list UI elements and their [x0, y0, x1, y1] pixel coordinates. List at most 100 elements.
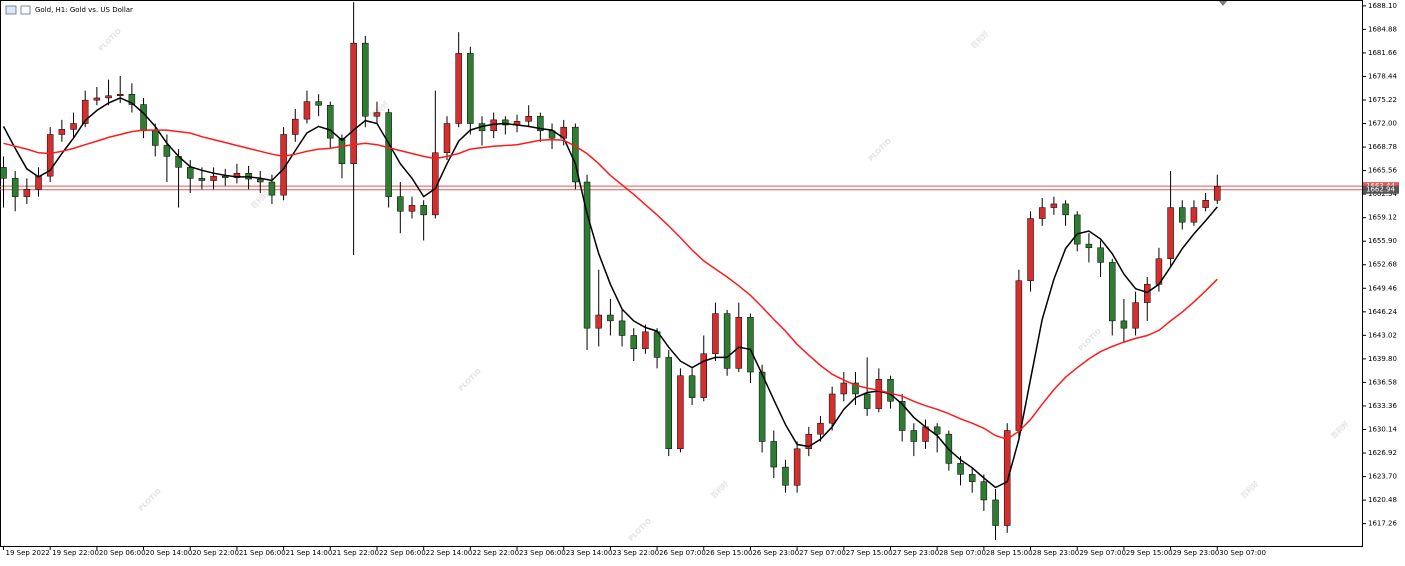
candle-body: [408, 205, 416, 212]
candle-body: [292, 118, 299, 135]
candle-body: [583, 181, 591, 329]
x-tick-label: 20 Sep 22:00: [192, 549, 239, 557]
x-tick-label: 21 Sep 22:00: [332, 549, 379, 557]
candle-body: [642, 331, 649, 349]
candle-body: [618, 320, 626, 336]
y-tick-label: 1684.88: [1368, 25, 1397, 33]
candle-body: [70, 123, 77, 130]
y-tick-label: 1649.46: [1368, 284, 1397, 292]
candle-body: [630, 335, 637, 349]
candle-body: [198, 178, 206, 181]
candle-body: [128, 94, 136, 105]
x-tick-label: 28 Sep 23:00: [1033, 549, 1080, 557]
y-tick-label: 1681.66: [1368, 49, 1397, 57]
shift-marker: [1219, 1, 1227, 6]
candle-body: [1097, 247, 1104, 263]
y-tick-label: 1646.24: [1368, 308, 1397, 316]
candle-body: [525, 115, 532, 122]
candle-body: [1144, 284, 1151, 303]
candle-body: [140, 104, 147, 132]
x-tick-label: 19 Sep 22:00: [52, 549, 99, 557]
candle-body: [980, 481, 988, 501]
candle-body: [362, 42, 369, 117]
candle-body: [455, 53, 462, 124]
candle-body: [653, 331, 661, 358]
candle-body: [11, 178, 19, 197]
candle-body: [805, 433, 813, 450]
y-tick-label: 1655.90: [1368, 237, 1397, 245]
candle-body: [467, 53, 474, 124]
candle-body: [723, 313, 731, 369]
candle-body: [1038, 207, 1046, 219]
x-tick-label: 19 Sep 2022: [6, 549, 50, 557]
chart-icon: [5, 5, 17, 15]
x-tick-label: 22 Sep 22:00: [472, 549, 519, 557]
candle-body: [957, 463, 964, 475]
candle-body: [607, 314, 614, 322]
y-tick-label: 1617.26: [1368, 520, 1397, 528]
candle-body: [303, 101, 311, 120]
y-tick-label: 1659.12: [1368, 214, 1397, 222]
chart-title: Gold, H1: Gold vs. US Dollar: [35, 6, 133, 14]
candle-body: [793, 448, 801, 486]
candle-body: [186, 167, 194, 179]
x-tick-label: 27 Sep 07:00: [799, 549, 846, 557]
x-tick-label: 28 Sep 07:00: [939, 549, 986, 557]
plot-frame: [0, 0, 1363, 547]
candle-body: [1108, 262, 1116, 322]
candle-body: [58, 129, 66, 135]
candle-body: [268, 181, 276, 196]
x-tick-label: 26 Sep 23:00: [752, 549, 799, 557]
x-tick-label: 22 Sep 14:00: [426, 549, 473, 557]
candle-body: [1202, 200, 1209, 208]
candle-body: [933, 426, 941, 435]
x-tick-label: 21 Sep 14:00: [286, 549, 333, 557]
candle-body: [257, 178, 264, 183]
candle-body: [700, 353, 708, 398]
price-label-bg: [1363, 185, 1399, 194]
candle-body: [116, 94, 124, 97]
candle-body: [712, 313, 719, 355]
y-tick-label: 1626.92: [1368, 449, 1397, 457]
y-tick-label: 1639.80: [1368, 355, 1397, 363]
x-tick-label: 20 Sep 14:00: [146, 549, 193, 557]
candle-body: [852, 382, 859, 395]
candle-body: [1062, 203, 1069, 216]
candle-body: [782, 466, 789, 486]
candle-body: [151, 130, 159, 146]
candle-body: [537, 115, 544, 132]
x-tick-label: 22 Sep 06:00: [379, 549, 426, 557]
x-tick-label: 27 Sep 23:00: [892, 549, 939, 557]
candle-body: [875, 379, 883, 409]
candle-body: [758, 371, 766, 442]
candle-body: [1190, 207, 1198, 223]
candle-body: [327, 105, 334, 139]
candle-body: [887, 379, 894, 402]
candle-body: [1015, 280, 1023, 431]
x-tick-label: 23 Sep 06:00: [519, 549, 566, 557]
x-tick-label: 26 Sep 15:00: [706, 549, 753, 557]
candle-body: [1179, 207, 1186, 223]
candle-body: [1027, 218, 1034, 281]
candle-body: [735, 316, 743, 369]
candle-body: [992, 499, 999, 526]
candle-body: [665, 357, 672, 450]
y-tick-label: 1675.22: [1368, 96, 1397, 104]
y-tick-label: 1678.44: [1368, 72, 1397, 80]
candle-body: [910, 430, 918, 442]
candle-body: [1073, 214, 1081, 245]
candle-body: [595, 314, 602, 329]
candle-body: [23, 189, 31, 197]
candle-body: [770, 441, 778, 468]
moving-average: [2, 97, 1218, 489]
x-tick-label: 20 Sep 06:00: [99, 549, 146, 557]
candle-body: [502, 119, 509, 126]
x-tick-label: 27 Sep 15:00: [846, 549, 893, 557]
candle-body: [46, 134, 54, 177]
x-tick-label: 29 Sep 07:00: [1079, 549, 1126, 557]
price-label: 1662.94: [1366, 186, 1395, 194]
candle-body: [397, 196, 404, 212]
candle-body: [968, 474, 976, 482]
candle-body: [163, 145, 171, 157]
